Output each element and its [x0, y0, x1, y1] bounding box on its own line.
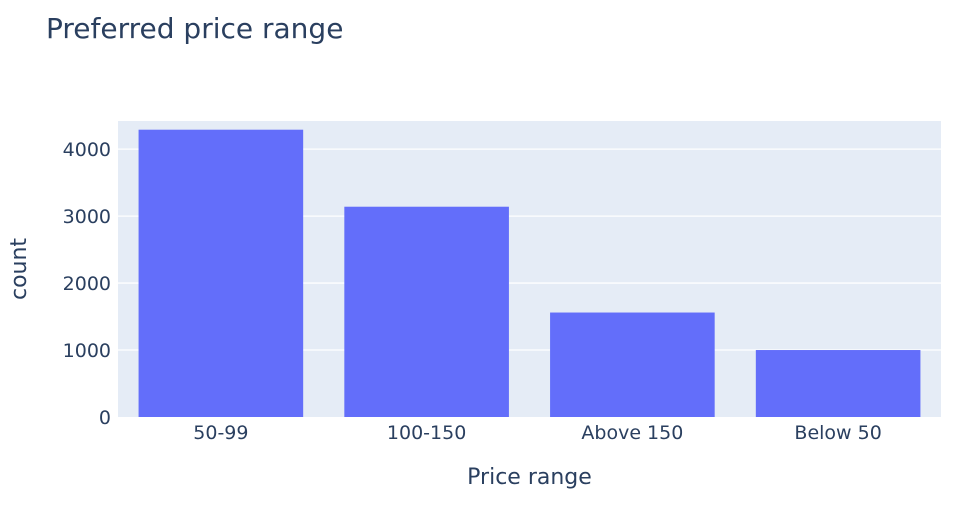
y-tick-label: 1000 — [63, 340, 111, 362]
x-tick-label: Above 150 — [581, 422, 683, 444]
bar — [550, 312, 715, 417]
y-tick-label: 0 — [99, 407, 111, 429]
y-axis-ticks: 0 1000 2000 3000 4000 — [63, 139, 111, 429]
bar — [755, 350, 921, 417]
x-axis-title: Price range — [467, 465, 592, 490]
x-tick-label: Below 50 — [794, 422, 881, 444]
bars — [138, 129, 921, 418]
y-tick-label: 3000 — [63, 206, 111, 228]
x-axis-ticks: 50-99 100-150 Above 150 Below 50 — [193, 422, 882, 444]
bar — [344, 206, 509, 417]
x-tick-label: 100-150 — [387, 422, 466, 444]
bar — [138, 129, 304, 418]
y-tick-label: 2000 — [63, 273, 111, 295]
x-tick-label: 50-99 — [193, 422, 248, 444]
y-tick-label: 4000 — [63, 139, 111, 161]
y-axis-title: count — [7, 238, 32, 300]
chart-title: Preferred price range — [46, 12, 343, 45]
